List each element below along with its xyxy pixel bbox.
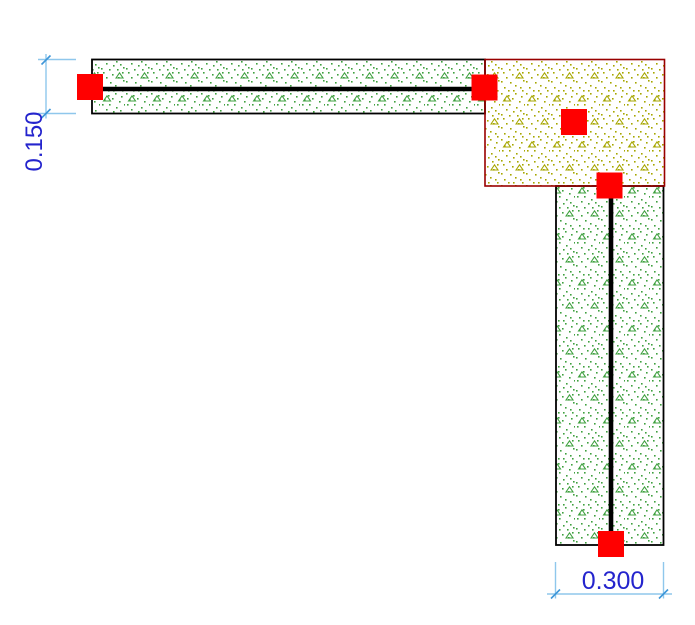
dimension-bottom: 0.300 — [547, 562, 672, 600]
dimension-bottom-label: 0.300 — [582, 567, 645, 595]
joint-marker-corner-bottom[interactable] — [596, 172, 623, 199]
dimension-tick-icon — [658, 588, 669, 600]
joint-markers — [77, 74, 624, 557]
joint-marker-corner-top[interactable] — [471, 74, 498, 101]
joint-marker-left[interactable] — [77, 74, 103, 100]
dimension-tick-icon — [550, 588, 561, 600]
wall-panel-horizontal[interactable] — [91, 58, 486, 115]
dimension-tick-icon — [40, 54, 52, 66]
dimension-left: 0.150 — [21, 54, 76, 172]
joint-marker-bottom[interactable] — [598, 531, 624, 557]
dimension-left-label: 0.150 — [21, 111, 48, 171]
dimension-tick-icon — [40, 108, 52, 119]
joint-marker-slab-center[interactable] — [561, 109, 587, 135]
